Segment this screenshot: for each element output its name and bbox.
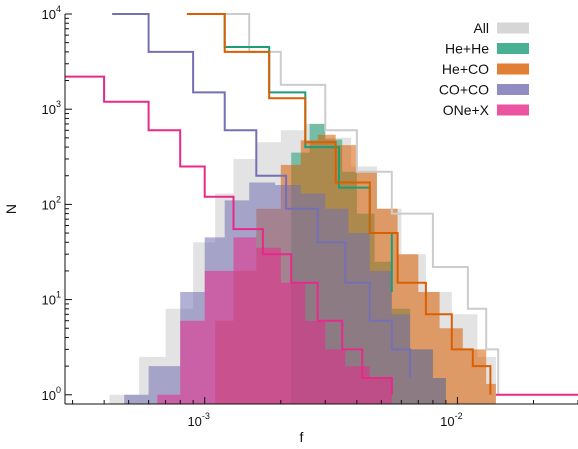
x-tick-label: 10-2 (440, 411, 462, 429)
y-tick-label: 103 (42, 99, 61, 117)
legend-label-co-co: CO+CO (439, 82, 489, 98)
y-axis-title: N (3, 204, 19, 214)
legend-label-he-co: He+CO (442, 61, 489, 77)
cumulative-line-co-co (112, 13, 412, 378)
y-tick-label: 101 (42, 290, 61, 308)
x-axis-title: f (300, 429, 304, 445)
legend: All He+He He+CO CO+CO ONe+X (439, 20, 529, 118)
legend-label-one-x: ONe+X (443, 102, 490, 118)
legend-swatch-he-he (497, 43, 529, 54)
axes: 100 101 102 103 104 10-3 10-2 f N (3, 4, 578, 445)
legend-swatch-one-x (497, 104, 529, 116)
cumulative-line-all (204, 13, 500, 395)
legend-label-he-he: He+He (445, 41, 489, 57)
legend-swatch-all (497, 22, 529, 34)
legend-label-all: All (473, 20, 489, 36)
y-tick-label: 100 (42, 385, 61, 403)
legend-swatch-he-co (497, 63, 529, 75)
cumulative-line-he-co (186, 13, 492, 395)
y-tick-label: 102 (42, 194, 61, 212)
cumulative-line-one-x (65, 75, 393, 395)
x-tick-label: 10-3 (187, 411, 209, 429)
y-tick-label: 104 (42, 4, 61, 22)
histogram-one-x (157, 237, 392, 404)
legend-swatch-co-co (497, 84, 529, 95)
plot-area (65, 13, 578, 405)
